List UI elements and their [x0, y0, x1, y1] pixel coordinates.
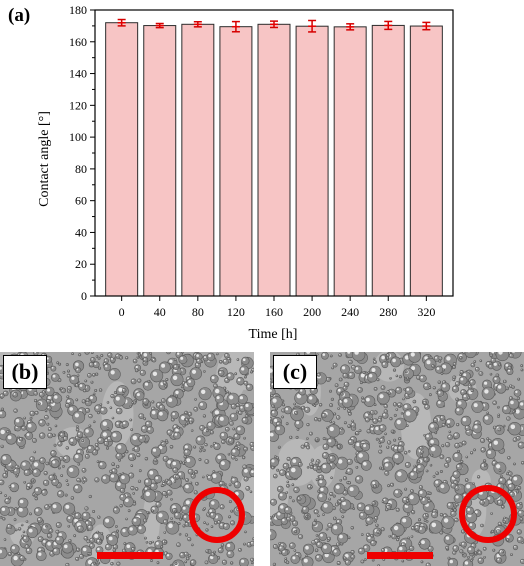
x-tick-label-160: 160 [265, 305, 283, 319]
x-tick-label-120: 120 [227, 305, 245, 319]
x-tick-label-320: 320 [417, 305, 435, 319]
x-tick-label-80: 80 [192, 305, 204, 319]
highlight-circle-b [189, 487, 245, 543]
y-tick-label-0: 0 [81, 289, 87, 303]
panel-label-b: (b) [3, 355, 47, 389]
x-tick-label-200: 200 [303, 305, 321, 319]
x-axis-title: Time [h] [249, 327, 298, 342]
panel-label-a: (a) [8, 5, 30, 26]
panel-label-c: (c) [273, 355, 317, 389]
micrograph-panel-c: (c) [270, 352, 524, 566]
y-tick-label-120: 120 [69, 98, 87, 112]
y-tick-label-140: 140 [69, 67, 87, 81]
y-tick-label-80: 80 [75, 162, 87, 176]
bar-40 [143, 25, 177, 297]
y-tick-label-60: 60 [75, 194, 87, 208]
bar-200 [295, 25, 329, 297]
x-tick-label-240: 240 [341, 305, 359, 319]
y-tick-label-160: 160 [69, 35, 87, 49]
x-tick-label-280: 280 [379, 305, 397, 319]
bar-0 [105, 22, 139, 297]
y-tick-label-100: 100 [69, 130, 87, 144]
bar-120 [219, 26, 253, 297]
highlight-circle-c [459, 485, 517, 543]
micrograph-panel-b: (b) [0, 352, 254, 566]
x-tick-label-0: 0 [119, 305, 125, 319]
contact-angle-bar-chart: (a) 0 20 40 60 80 100 120 140 160 180 0 40 80 120 160 2… [8, 3, 454, 342]
y-axis-title: Contact angle [°] [37, 111, 52, 207]
bar-80 [181, 23, 215, 297]
y-tick-label-20: 20 [75, 257, 87, 271]
bar-320 [409, 25, 443, 297]
bar-280 [371, 24, 405, 297]
scale-bar-c [367, 552, 433, 559]
y-tick-label-40: 40 [75, 225, 87, 239]
bar-160 [257, 23, 291, 297]
x-tick-label-40: 40 [154, 305, 166, 319]
y-tick-label-180: 180 [69, 3, 87, 17]
scale-bar-b [97, 552, 163, 559]
bar-240 [333, 26, 367, 297]
